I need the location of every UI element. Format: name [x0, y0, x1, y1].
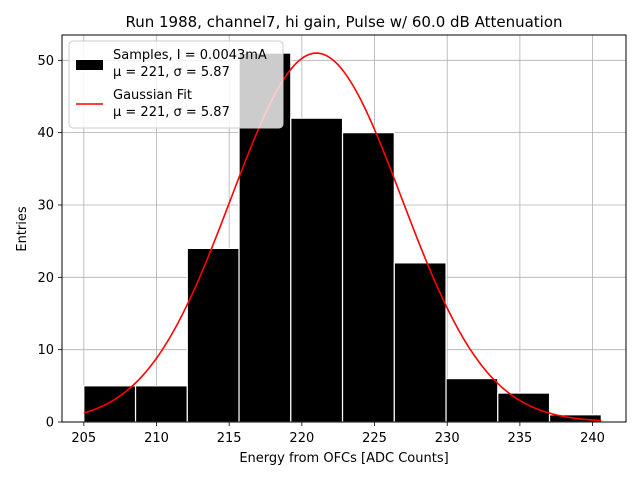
x-tick-label-1: 210: [144, 431, 169, 446]
y-tick-label-1: 10: [37, 343, 54, 358]
y-axis-ticks: 0 10 20 30 40 50: [37, 54, 62, 431]
gaussian-fit-curve: [83, 52, 602, 422]
x-tick-label-0: 205: [71, 431, 96, 446]
legend-histogram-label: Samples, I = 0.0043mA: [113, 48, 267, 63]
y-tick-label-5: 50: [37, 54, 54, 69]
x-tick-label-6: 235: [507, 431, 532, 446]
chart-title: Run 1988, channel7, hi gain, Pulse w/ 60…: [125, 13, 562, 31]
legend-histogram-swatch: [76, 60, 103, 70]
legend-histogram-stats: μ = 221, σ = 5.87: [113, 65, 230, 80]
legend-fit-label: Gaussian Fit: [113, 88, 192, 103]
y-tick-label-4: 40: [37, 126, 54, 141]
x-axis-label: Energy from OFCs [ADC Counts]: [239, 451, 448, 466]
x-tick-label-4: 225: [362, 431, 387, 446]
histogram-bar-6: [393, 262, 447, 423]
histogram-bar-2: [186, 247, 240, 423]
plot-frame: [61, 34, 627, 423]
y-tick-label-3: 30: [37, 198, 54, 213]
histogram-bar-1: [134, 385, 188, 423]
histogram-bar-0: [83, 385, 137, 423]
histogram-bar-4: [290, 117, 344, 423]
y-tick-label-0: 0: [46, 416, 54, 431]
x-tick-label-5: 230: [435, 431, 460, 446]
histogram-bar-8: [497, 392, 551, 423]
x-tick-label-3: 220: [289, 431, 314, 446]
y-axis-label: Entries: [15, 206, 30, 252]
histogram-bar-7: [445, 377, 499, 423]
x-axis-ticks: 205 210 215 220 225 230 235 240: [71, 422, 605, 446]
legend-box: [68, 40, 284, 129]
legend: Samples, I = 0.0043mA μ = 221, σ = 5.87 …: [68, 40, 284, 129]
legend-fit-stats: μ = 221, σ = 5.87: [113, 105, 230, 120]
x-tick-label-2: 215: [217, 431, 242, 446]
y-tick-label-2: 20: [37, 271, 54, 286]
histogram-bar-5: [341, 132, 395, 423]
x-tick-label-7: 240: [580, 431, 605, 446]
